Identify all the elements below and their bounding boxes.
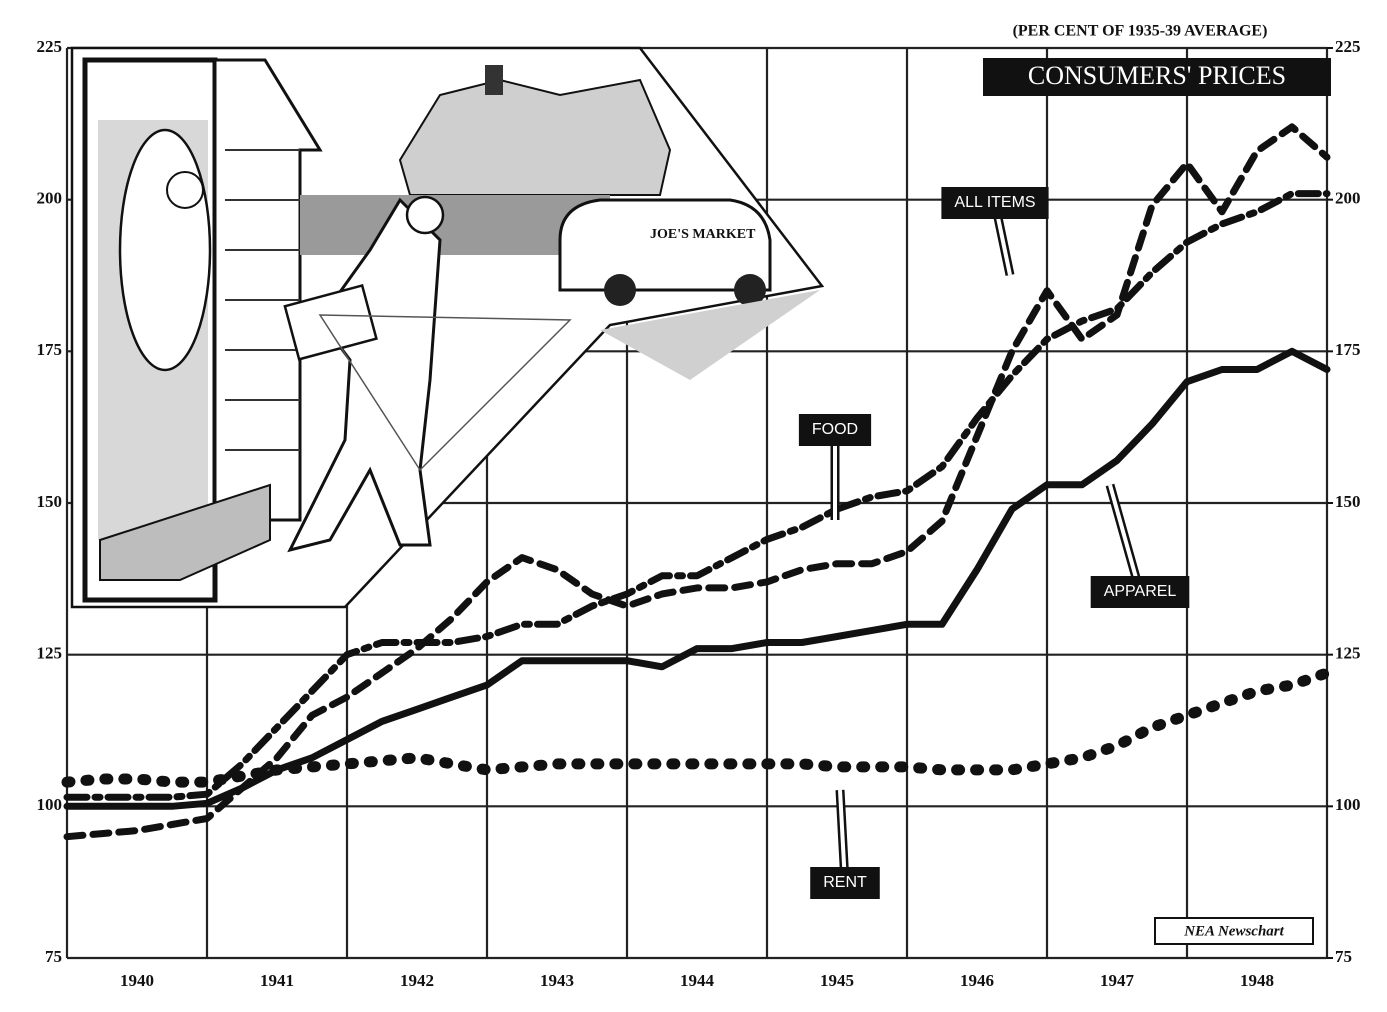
y2-tick-label: 100	[1335, 795, 1361, 814]
series-label: RENT	[823, 874, 867, 891]
chart-title: CONSUMERS' PRICES	[1028, 61, 1286, 90]
y-tick-label: 150	[37, 492, 63, 511]
x-tick-label: 1946	[960, 971, 994, 990]
x-tick-label: 1941	[260, 971, 294, 990]
series-line	[67, 673, 1327, 782]
y-tick-label: 75	[45, 947, 62, 966]
decor: JOE'S MARKET	[650, 227, 756, 242]
y-tick-label: 225	[37, 37, 63, 56]
y2-tick-label: 75	[1335, 947, 1352, 966]
chart: JOE'S MARKET (PER CENT OF 1935-39 AVERAG…	[0, 0, 1387, 1012]
callout-arrow	[1110, 485, 1140, 592]
y2-tick-label: 225	[1335, 37, 1361, 56]
y2-tick-label: 125	[1335, 644, 1361, 663]
y2-tick-label: 175	[1335, 340, 1361, 359]
y-tick-label: 175	[37, 340, 63, 359]
x-tick-label: 1948	[1240, 971, 1274, 990]
x-tick-label: 1947	[1100, 971, 1135, 990]
y-tick-label: 100	[37, 795, 63, 814]
y-tick-label: 125	[37, 644, 63, 663]
series-label: ALL ITEMS	[954, 194, 1035, 211]
series-label: APPAREL	[1104, 583, 1177, 600]
credit: NEA Newschart	[1183, 923, 1284, 939]
x-tick-label: 1940	[120, 971, 154, 990]
chart-subtitle: (PER CENT OF 1935-39 AVERAGE)	[1013, 23, 1268, 40]
x-tick-label: 1943	[540, 971, 574, 990]
illustration: JOE'S MARKET	[72, 48, 822, 607]
series-label: FOOD	[812, 421, 858, 438]
y-tick-label: 200	[37, 189, 63, 208]
y2-tick-label: 200	[1335, 189, 1361, 208]
x-tick-label: 1945	[820, 971, 854, 990]
x-tick-label: 1942	[400, 971, 434, 990]
y2-tick-label: 150	[1335, 492, 1361, 511]
x-tick-label: 1944	[680, 971, 715, 990]
